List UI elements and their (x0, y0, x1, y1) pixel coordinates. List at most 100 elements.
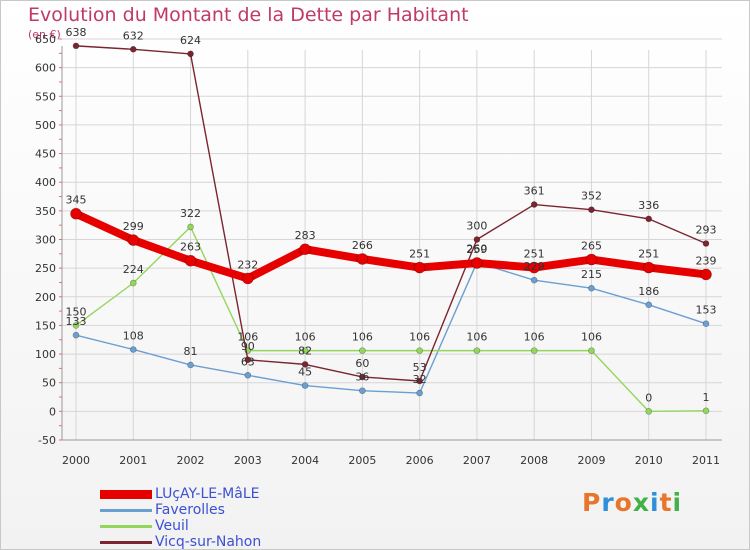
x-tick-label: 2008 (520, 454, 548, 467)
legend-label: Faverolles (155, 502, 225, 518)
y-tick-label: 400 (35, 176, 56, 189)
data-label: 153 (696, 304, 717, 317)
proxiti-logo: Proxiti (582, 488, 683, 517)
data-label: 345 (66, 194, 87, 207)
legend-label: Veuil (155, 518, 189, 534)
data-point (416, 389, 423, 397)
data-point (301, 382, 309, 389)
data-label: 186 (638, 285, 659, 298)
data-point (702, 407, 710, 415)
data-point (530, 276, 538, 284)
data-label: 260 (466, 242, 487, 255)
data-label: 232 (237, 258, 258, 271)
data-point (645, 215, 653, 223)
legend-swatch (100, 541, 152, 544)
data-point (72, 331, 80, 339)
data-point (70, 207, 82, 220)
data-point (471, 257, 483, 269)
x-tick-label: 2001 (119, 454, 147, 467)
data-label: 108 (123, 329, 144, 342)
data-point (530, 347, 538, 354)
data-label: 224 (123, 263, 144, 276)
data-point (301, 347, 309, 354)
data-label: 293 (696, 224, 717, 237)
data-label: 106 (352, 331, 373, 344)
data-label: 300 (466, 220, 487, 233)
data-label: 106 (466, 331, 487, 344)
x-tick-label: 2003 (234, 454, 262, 467)
legend-swatch (100, 509, 152, 512)
y-tick-label: 650 (35, 33, 56, 46)
data-label: 638 (66, 26, 87, 39)
legend-swatch (100, 490, 152, 499)
y-tick-label: 550 (35, 90, 56, 103)
y-tick-label: 300 (35, 234, 56, 247)
data-point (187, 50, 194, 58)
x-tick-label: 2004 (291, 454, 319, 467)
data-label: 60 (355, 357, 369, 370)
data-label: 215 (581, 268, 602, 281)
data-label: 624 (180, 34, 201, 47)
x-tick-label: 2006 (406, 454, 434, 467)
data-point (645, 301, 653, 309)
data-point (588, 347, 595, 354)
data-label: 150 (66, 305, 87, 318)
data-point (129, 46, 137, 53)
series-line (75, 45, 707, 382)
data-point (184, 254, 197, 267)
data-point (359, 373, 366, 381)
data-point (127, 234, 140, 246)
data-label: 106 (524, 331, 545, 344)
data-label: 106 (237, 331, 258, 344)
data-point (187, 223, 194, 231)
legend-label: Vicq-sur-Nahon (155, 534, 262, 550)
data-point (359, 387, 366, 395)
y-tick-label: 200 (35, 291, 56, 304)
data-point (129, 279, 137, 287)
data-point (700, 268, 712, 281)
data-label: 106 (409, 331, 430, 344)
data-label: 0 (645, 391, 652, 404)
data-label: 239 (696, 254, 717, 267)
data-label: 81 (184, 345, 198, 358)
y-tick-label: 350 (35, 205, 56, 218)
data-label: 632 (123, 29, 144, 42)
x-tick-label: 2007 (463, 454, 491, 467)
data-point (642, 261, 655, 274)
x-tick-label: 2005 (348, 454, 376, 467)
data-point (473, 347, 481, 354)
data-label: 265 (581, 240, 602, 253)
data-point (588, 206, 595, 214)
data-label: 361 (524, 185, 545, 198)
y-tick-label: 450 (35, 148, 56, 161)
y-tick-label: 150 (35, 319, 56, 332)
data-point (585, 253, 598, 266)
data-label: 1 (703, 391, 710, 404)
y-tick-label: 0 (49, 405, 56, 418)
data-point (702, 240, 710, 247)
data-label: 106 (581, 331, 602, 344)
data-label: 352 (581, 190, 602, 203)
data-label: 251 (409, 248, 430, 261)
series-line (75, 261, 707, 394)
data-label: 322 (180, 207, 201, 220)
data-label: 90 (241, 340, 255, 353)
data-point (72, 322, 80, 329)
y-tick-label: 100 (35, 348, 56, 361)
y-tick-label: 50 (42, 377, 56, 390)
data-point (530, 201, 538, 208)
data-label: 251 (638, 248, 659, 261)
data-point (528, 261, 540, 274)
data-label: 63 (241, 355, 255, 368)
chart-title: Evolution du Montant de la Dette par Hab… (28, 4, 469, 26)
data-point (356, 253, 369, 265)
data-label: 45 (298, 366, 312, 379)
data-point (702, 320, 710, 328)
y-tick-label: 500 (35, 119, 56, 132)
data-label: 266 (352, 239, 373, 252)
data-point (299, 243, 311, 256)
legend-swatch (100, 525, 152, 528)
data-label: 36 (355, 371, 369, 384)
